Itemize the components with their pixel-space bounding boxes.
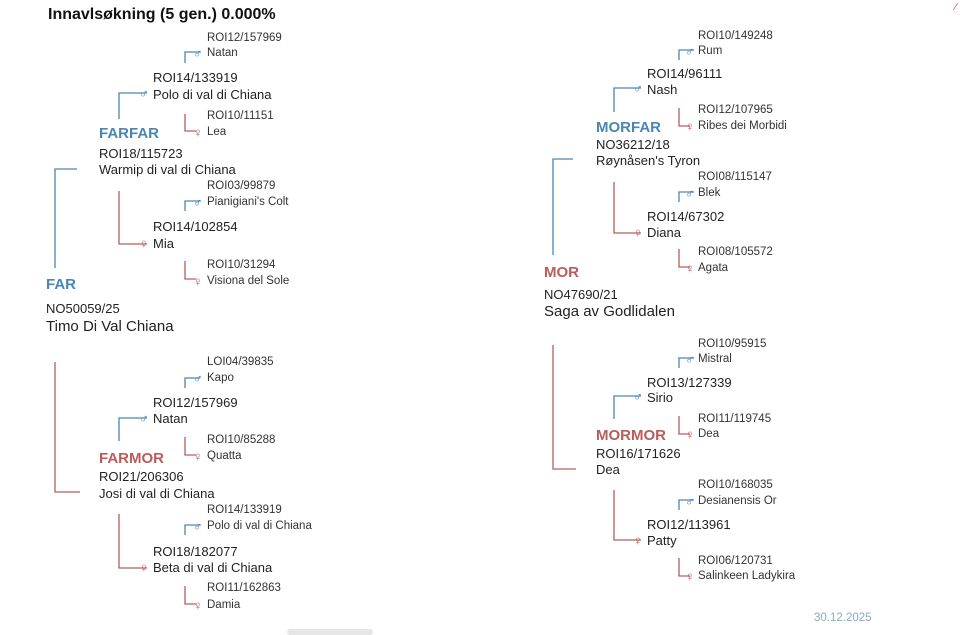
mormor-dam-reg: ROI12/113961: [647, 517, 731, 532]
mormor-sire-dam-name[interactable]: Dea: [698, 428, 720, 440]
farmor-role-label: FARMOR: [99, 450, 164, 467]
female-sign-icon: ♀: [685, 569, 695, 584]
farmor-dam-sire-reg: ROI14/133919: [207, 504, 282, 516]
date-stamp: 30.12.2025: [814, 612, 872, 624]
farfar-sire-sire-reg: ROI12/157969: [207, 32, 282, 44]
morfar-reg: NO36212/18: [596, 137, 670, 152]
mor-reg: NO47690/21: [544, 287, 618, 302]
female-sign-icon: ♀: [633, 533, 643, 548]
farmor-name[interactable]: Josi di val di Chiana: [99, 486, 215, 501]
male-sign-icon: ♂: [193, 195, 203, 210]
connector-morfar: [552, 158, 573, 255]
farfar-role-label: FARFAR: [99, 125, 159, 142]
morfar-dam-sire-name[interactable]: Blek: [698, 187, 721, 199]
female-sign-icon: ♀: [193, 598, 203, 613]
mormor-dam-sire-name[interactable]: Desianensis Or: [698, 495, 777, 507]
mor-role-label: MOR: [544, 264, 579, 281]
connector-mormor: [552, 345, 576, 470]
farfar-sire-dam-reg: ROI10/11151: [207, 110, 274, 122]
male-sign-icon: ♂: [139, 411, 149, 426]
morfar-sire-name[interactable]: Nash: [647, 82, 678, 97]
morfar-dam-sire-reg: ROI08/115147: [698, 171, 772, 183]
farmor-sire-reg: ROI12/157969: [153, 395, 238, 410]
morfar-dam-reg: ROI14/67302: [647, 209, 725, 224]
farfar-dam-dam-reg: ROI10/31294: [207, 259, 276, 271]
farmor-dam-dam-reg: ROI11/162863: [207, 582, 281, 594]
male-sign-icon: ♂: [633, 389, 643, 404]
male-sign-icon: ♂: [685, 352, 695, 367]
farfar-dam-dam-name[interactable]: Visiona del Sole: [207, 275, 290, 287]
mormor-sire-name[interactable]: Sirio: [647, 390, 674, 405]
morfar-role-label: MORFAR: [596, 119, 661, 136]
morfar-sire-dam-reg: ROI12/107965: [698, 104, 773, 116]
morfar-dam-name[interactable]: Diana: [647, 225, 681, 240]
connector-farmor: [54, 362, 80, 493]
farmor-dam-dam-name[interactable]: Damia: [207, 599, 241, 611]
far-reg: NO50059/25: [46, 301, 120, 316]
far-name: Timo Di Val Chiana: [46, 318, 174, 335]
male-sign-icon: ♂: [193, 519, 203, 534]
female-sign-icon: ♀: [193, 274, 203, 289]
morfar-dam-dam-reg: ROI08/105572: [698, 246, 773, 258]
mormor-sire-sire-name[interactable]: Mistral: [698, 353, 732, 365]
farmor-dam-sire-name[interactable]: Polo di val di Chiana: [207, 520, 312, 532]
female-sign-icon: ♀: [193, 449, 203, 464]
mormor-dam-sire-reg: ROI10/168035: [698, 479, 773, 491]
farfar-reg: ROI18/115723: [99, 146, 183, 161]
mormor-name[interactable]: Dea: [596, 462, 620, 477]
morfar-sire-sire-name[interactable]: Rum: [698, 45, 723, 57]
mor-name[interactable]: Saga av Godlidalen: [544, 303, 675, 320]
farfar-dam-sire-reg: ROI03/99879: [207, 180, 276, 192]
far-role-label: FAR: [46, 276, 76, 293]
female-sign-icon: ♀: [633, 225, 643, 240]
farfar-sire-dam-name[interactable]: Lea: [207, 126, 227, 138]
farmor-sire-dam-name[interactable]: Quatta: [207, 450, 242, 462]
male-sign-icon: ♂: [139, 86, 149, 101]
mormor-dam-name[interactable]: Patty: [647, 533, 677, 548]
page-title: Innavlsøkning (5 gen.) 0.000%: [48, 6, 276, 23]
farfar-sire-sire-name[interactable]: Natan: [207, 47, 238, 59]
morfar-name[interactable]: Røynåsen's Tyron: [596, 153, 701, 168]
mormor-sire-sire-reg: ROI10/95915: [698, 338, 767, 350]
female-sign-icon: ♀: [139, 560, 149, 575]
farmor-sire-sire-reg: LOI04/39835: [207, 356, 274, 368]
farmor-reg: ROI21/206306: [99, 469, 184, 484]
mormor-dam-dam-name[interactable]: Salinkeen Ladykira: [698, 570, 796, 582]
mormor-role-label: MORMOR: [596, 427, 666, 444]
mormor-reg: ROI16/171626: [596, 446, 681, 461]
farfar-name[interactable]: Warmip di val di Chiana: [99, 162, 236, 177]
female-sign-icon: ♀: [685, 119, 695, 134]
farfar-sire-name[interactable]: Polo di val di Chiana: [153, 87, 272, 102]
morfar-sire-reg: ROI14/96111: [647, 66, 723, 81]
male-sign-icon: ♂: [193, 371, 203, 386]
farfar-dam-reg: ROI14/102854: [153, 219, 238, 234]
female-sign-icon: ♀: [193, 125, 203, 140]
farfar-sire-reg: ROI14/133919: [153, 70, 238, 85]
farmor-sire-dam-reg: ROI10/85288: [207, 434, 276, 446]
scroll-handle[interactable]: [287, 629, 373, 635]
female-sign-icon: ♀: [139, 236, 149, 251]
farmor-dam-name[interactable]: Beta di val di Chiana: [153, 560, 273, 575]
connector-far: [54, 168, 77, 268]
female-sign-icon: ♀: [685, 261, 695, 276]
male-sign-icon: ♂: [685, 44, 695, 59]
farmor-sire-name[interactable]: Natan: [153, 411, 188, 426]
mormor-sire-reg: ROI13/127339: [647, 375, 732, 390]
morfar-dam-dam-name[interactable]: Agata: [698, 262, 729, 274]
farfar-dam-name[interactable]: Mia: [153, 236, 174, 251]
corner-mark: ⁄: [955, 2, 957, 13]
morfar-sire-sire-reg: ROI10/149248: [698, 30, 773, 42]
morfar-sire-dam-name[interactable]: Ribes dei Morbidi: [698, 120, 787, 132]
mormor-dam-dam-reg: ROI06/120731: [698, 555, 773, 567]
male-sign-icon: ♂: [685, 494, 695, 509]
farmor-sire-sire-name[interactable]: Kapo: [207, 372, 234, 384]
male-sign-icon: ♂: [633, 81, 643, 96]
mormor-sire-dam-reg: ROI11/119745: [698, 413, 772, 425]
farmor-dam-reg: ROI18/182077: [153, 544, 238, 559]
farfar-dam-sire-name[interactable]: Pianigiani's Colt: [207, 196, 289, 208]
far-card[interactable]: FAR: [46, 276, 76, 293]
male-sign-icon: ♂: [193, 46, 203, 61]
male-sign-icon: ♂: [685, 186, 695, 201]
female-sign-icon: ♀: [685, 427, 695, 442]
